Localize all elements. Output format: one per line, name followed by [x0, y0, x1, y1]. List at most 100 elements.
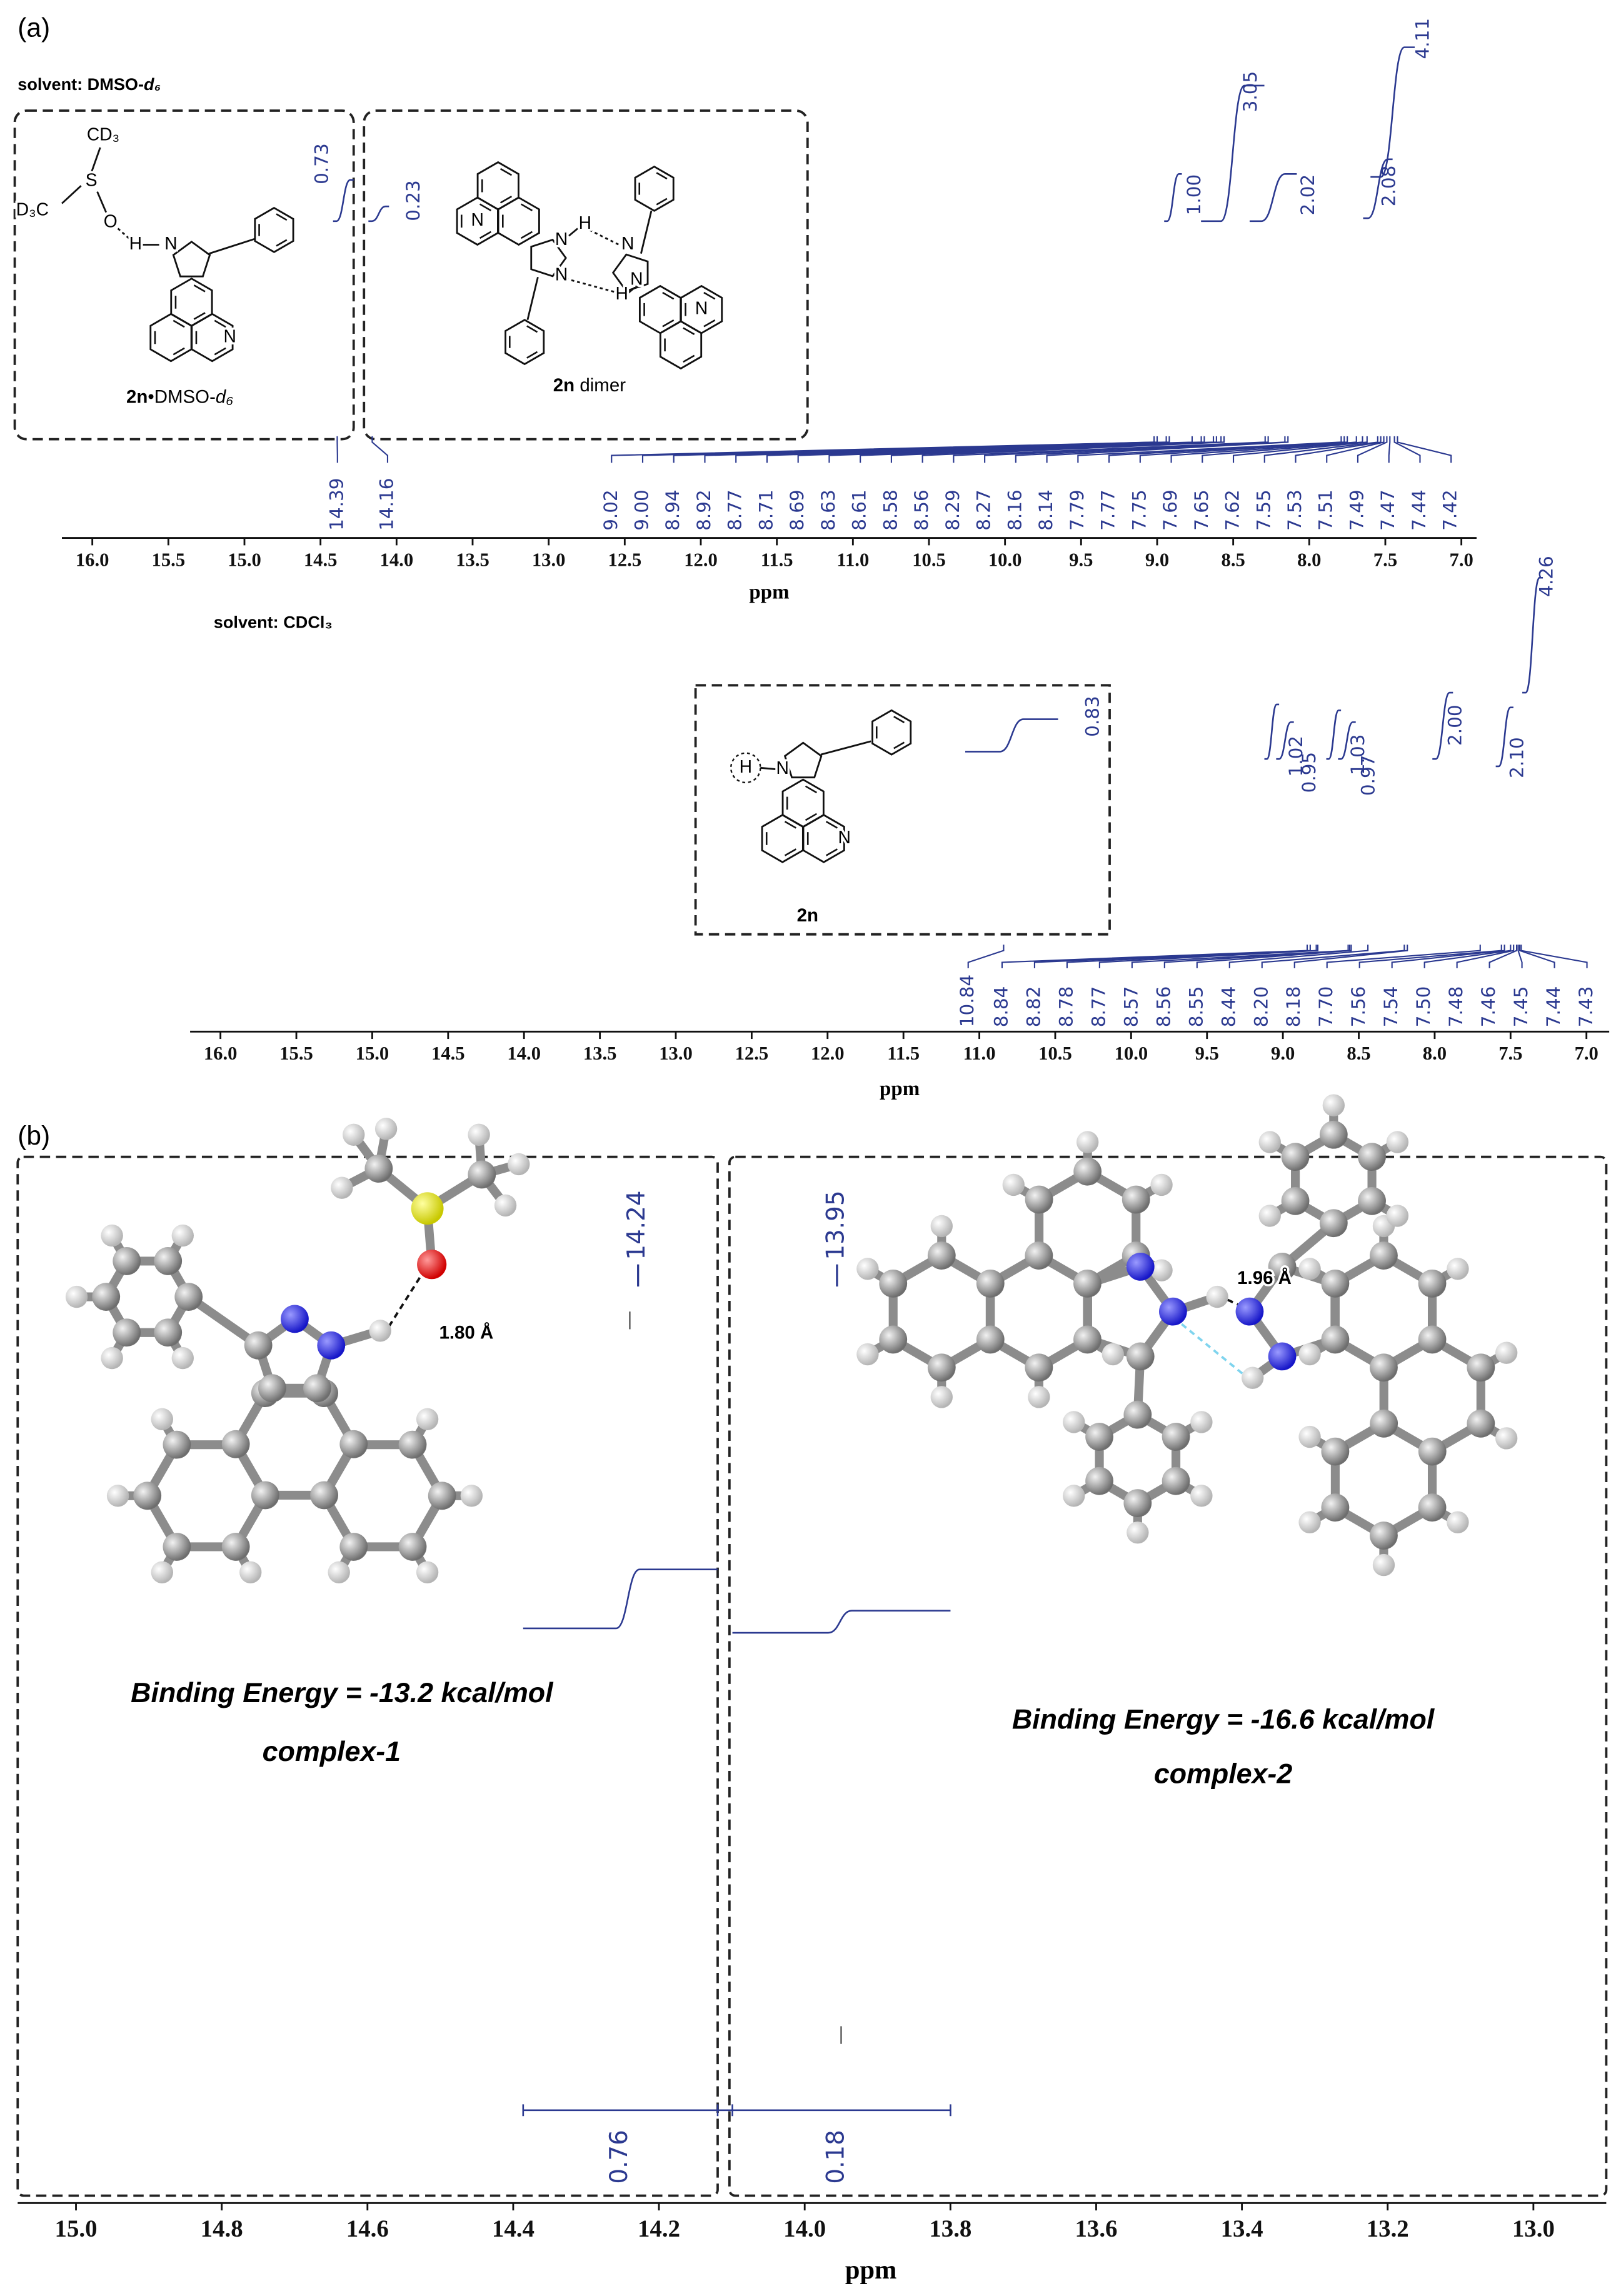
structure-bond — [805, 785, 818, 794]
peak-pointer — [1518, 945, 1555, 968]
atom-ball — [411, 1192, 444, 1225]
structure-bond — [193, 312, 206, 320]
atom-label: CD₃ — [87, 124, 119, 144]
peak-label: 8.77 — [1088, 986, 1109, 1028]
atom-ball — [1298, 1343, 1321, 1366]
structure-bond — [560, 276, 615, 293]
atom-ball — [1447, 1511, 1469, 1533]
atom-ball — [101, 1224, 123, 1247]
structure-bond — [683, 327, 695, 335]
compound-label: 2n — [797, 905, 818, 926]
structure-ring — [456, 196, 499, 246]
integral-label: 0.73 — [311, 143, 333, 184]
peak-pointer — [1261, 945, 1405, 968]
atom-label: N — [555, 264, 568, 284]
structure-bond — [214, 319, 226, 328]
atom-ball — [1372, 1553, 1395, 1577]
peak-pointer — [1326, 945, 1481, 968]
atom-ball — [1063, 1411, 1085, 1433]
peak-pointer — [1228, 945, 1369, 968]
atom-ball — [417, 1250, 447, 1280]
atom-ball — [174, 1283, 203, 1311]
structure-ring — [761, 814, 804, 863]
structure-ring — [783, 741, 823, 779]
atom-ball — [1321, 1493, 1350, 1522]
x-tick-label: 10.5 — [912, 549, 946, 570]
atom-ball — [1025, 1241, 1053, 1270]
integral-label: 1.00 — [1183, 174, 1205, 216]
peak-label: 7.53 — [1284, 489, 1305, 531]
integral-curve — [1326, 709, 1342, 760]
x-tick-label: 13.8 — [929, 2215, 971, 2242]
atom-ball — [151, 1561, 173, 1583]
atom-label: N — [776, 758, 789, 778]
peak-label: 7.79 — [1066, 489, 1088, 531]
peak-pointer — [1098, 945, 1319, 968]
peak-pointer — [1357, 436, 1388, 463]
atom-ball — [1025, 1185, 1053, 1214]
panel-label: (b) — [18, 1121, 50, 1150]
peak-label: 8.18 — [1283, 986, 1304, 1028]
atom-ball — [310, 1481, 338, 1510]
integral-curve — [1201, 84, 1265, 223]
integral-label: 0.18 — [821, 2130, 850, 2184]
peak-pointer — [860, 436, 1217, 463]
x-tick-label: 13.0 — [659, 1043, 693, 1064]
atom-ball — [317, 1331, 346, 1360]
peak-label: 8.69 — [786, 489, 808, 531]
bond-distance: 1.80 Å — [439, 1322, 493, 1343]
peak-pointer — [1077, 436, 1342, 463]
peak-label: 8.92 — [693, 489, 715, 531]
x-tick-label: 15.5 — [279, 1043, 313, 1064]
panel-label: (a) — [18, 13, 50, 43]
hydrogen-bond — [1178, 1321, 1243, 1375]
peak-pointer — [1170, 436, 1357, 463]
atom-label: H — [579, 213, 591, 233]
integral-label: 0.97 — [1357, 755, 1378, 796]
complex-name: complex-1 — [263, 1736, 401, 1767]
peak-label: 7.42 — [1440, 489, 1461, 531]
structure-bond — [499, 168, 513, 176]
structure-bond — [90, 147, 101, 173]
atom-label: H — [129, 233, 142, 253]
structure-bond — [173, 347, 185, 356]
atom-ball — [460, 1485, 483, 1507]
peak-pointer — [1108, 436, 1345, 463]
atom-ball — [1150, 1173, 1173, 1196]
structure-ring — [504, 319, 545, 366]
integral-curve — [1432, 691, 1453, 760]
structure-bond — [526, 325, 538, 333]
x-tick-label: 13.4 — [1221, 2215, 1263, 2242]
structure-bond — [825, 848, 838, 856]
integral-label: 2.08 — [1378, 166, 1399, 207]
inset-box — [13, 109, 355, 441]
integral-label: 3.05 — [1240, 71, 1261, 113]
model-bond — [184, 1292, 263, 1350]
atom-label: N — [630, 269, 643, 289]
integral-curve — [1276, 721, 1294, 760]
x-tick-label: 10.0 — [1115, 1043, 1148, 1064]
peak-label: 8.58 — [880, 489, 901, 531]
structure-bond — [520, 203, 533, 211]
structure-bond — [276, 239, 288, 247]
x-tick-label: 14.5 — [431, 1043, 465, 1064]
structure-ring — [476, 161, 519, 211]
peak-pointer — [1033, 945, 1311, 968]
atom-ball — [1126, 1253, 1155, 1281]
atom-ball — [1358, 1143, 1386, 1171]
atom-ball — [1298, 1511, 1321, 1533]
structure-bond — [703, 291, 716, 300]
peak-label: 8.84 — [990, 986, 1011, 1028]
structure-bond — [96, 191, 108, 213]
integral-label: 2.10 — [1506, 737, 1527, 778]
atom-ball — [398, 1533, 427, 1561]
peak-label: 7.56 — [1348, 986, 1369, 1028]
atom-label: D₃C — [16, 199, 49, 219]
atom-ball — [65, 1285, 88, 1308]
x-tick-label: 9.5 — [1195, 1043, 1219, 1064]
atom-ball — [1242, 1366, 1264, 1389]
atom-label: N — [695, 298, 708, 318]
atom-ball — [331, 1176, 353, 1199]
integral-curve — [368, 205, 389, 223]
